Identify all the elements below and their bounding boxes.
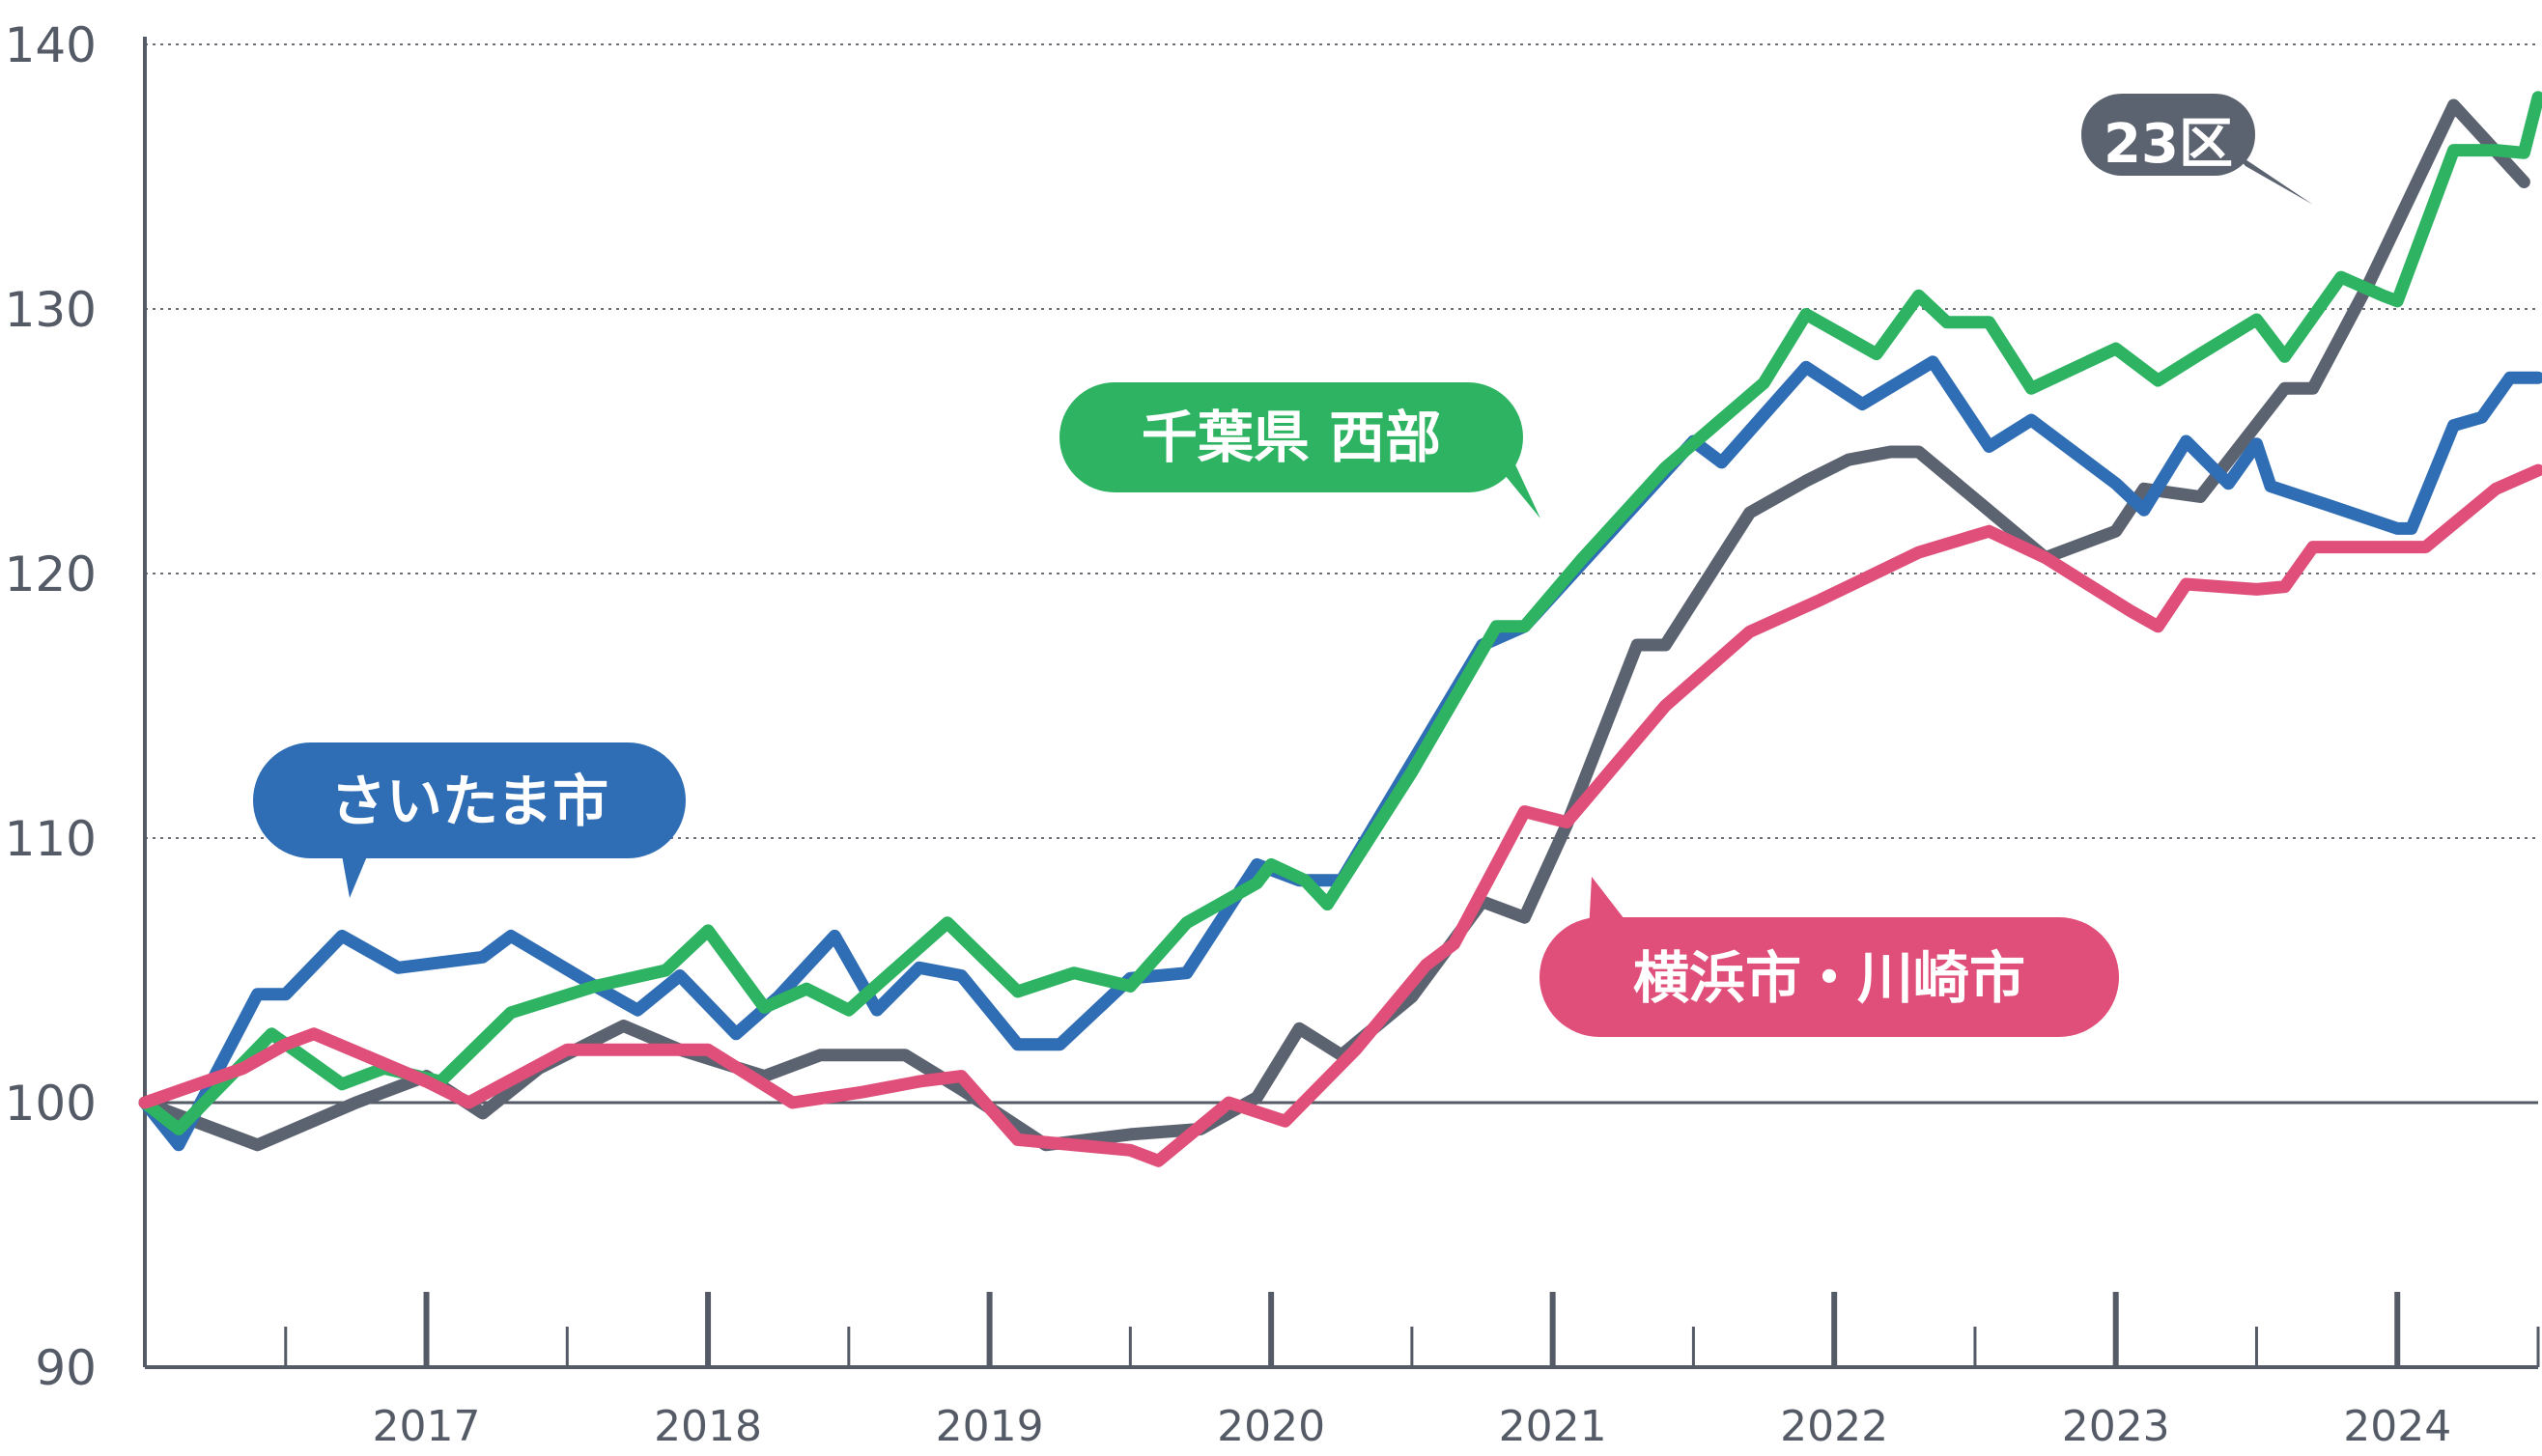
callout-yokohama-kawasaki-bubble bbox=[1539, 917, 2119, 1037]
callout-saitama-pointer bbox=[340, 845, 372, 898]
callout-yokohama-kawasaki-pointer bbox=[1589, 877, 1634, 932]
series-line-0 bbox=[138, 98, 2530, 1152]
x-tick-label-2023: 2023 bbox=[2062, 1402, 2170, 1451]
y-tick-label-140: 140 bbox=[5, 17, 97, 73]
callout-saitama-bubble bbox=[253, 742, 686, 858]
x-tick-label-2019: 2019 bbox=[936, 1402, 1044, 1451]
callout-23ku: 23区 bbox=[2081, 94, 2313, 205]
y-tick-labels: 90 100 110 120 130 140 bbox=[5, 17, 97, 1396]
x-tick-label-2024: 2024 bbox=[2343, 1402, 2451, 1451]
grid-lines bbox=[145, 43, 2538, 1105]
callout-yokohama-kawasaki: 横浜市・川崎市 bbox=[1539, 877, 2119, 1037]
y-tick-label-110: 110 bbox=[5, 811, 97, 867]
callout-chiba-west-pointer bbox=[1487, 446, 1540, 518]
callout-chiba-west-label: 千葉県 西部 bbox=[1142, 405, 1441, 470]
series-line-3 bbox=[138, 463, 2542, 1167]
y-tick-label-100: 100 bbox=[5, 1076, 97, 1132]
x-tick-labels: 2017 2018 2019 2020 2021 2022 2023 2024 bbox=[373, 1402, 2452, 1451]
y-tick-label-90: 90 bbox=[35, 1340, 97, 1396]
callout-23ku-pointer bbox=[2231, 150, 2313, 205]
callout-23ku-bubble bbox=[2081, 94, 2255, 176]
callout-chiba-west-bubble bbox=[1059, 382, 1523, 492]
x-tick-label-2022: 2022 bbox=[1780, 1402, 1888, 1451]
callout-saitama-label: さいたま市 bbox=[330, 769, 608, 834]
x-tick-label-2017: 2017 bbox=[373, 1402, 481, 1451]
series-line-1 bbox=[138, 355, 2542, 1152]
x-tick-label-2018: 2018 bbox=[654, 1402, 762, 1451]
series-lines bbox=[138, 91, 2542, 1167]
callout-chiba-west: 千葉県 西部 bbox=[1059, 382, 1540, 518]
callout-saitama: さいたま市 bbox=[253, 742, 686, 898]
callout-yokohama-kawasaki-label: 横浜市・川崎市 bbox=[1633, 945, 2025, 1011]
axes bbox=[143, 37, 2540, 1369]
x-tick-label-2020: 2020 bbox=[1217, 1402, 1325, 1451]
y-tick-label-120: 120 bbox=[5, 546, 97, 602]
x-tick-label-2021: 2021 bbox=[1499, 1402, 1607, 1451]
series-line-2 bbox=[138, 91, 2542, 1135]
y-tick-label-130: 130 bbox=[5, 282, 97, 338]
callout-23ku-label: 23区 bbox=[2104, 113, 2233, 176]
